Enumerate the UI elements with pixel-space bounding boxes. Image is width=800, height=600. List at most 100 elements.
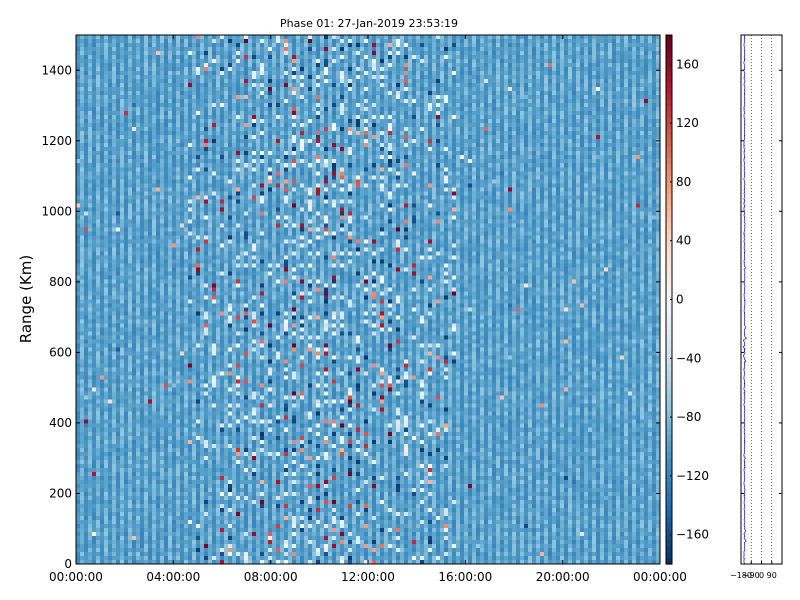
colorbar-tick-label: −40 <box>676 351 701 365</box>
colorbar-segment <box>666 522 672 530</box>
colorbar-segment <box>666 546 672 553</box>
colorbar-segment <box>666 199 672 207</box>
colorbar-segment <box>666 52 672 60</box>
profile-panel <box>741 34 782 565</box>
colorbar-tick-label: 160 <box>676 57 699 71</box>
colorbar-segment <box>666 152 672 160</box>
colorbar-segment <box>666 70 672 77</box>
colorbar-segment <box>666 40 672 48</box>
colorbar-segment <box>666 117 672 124</box>
x-tick-label: 00:00:00 <box>633 570 687 584</box>
colorbar-segment <box>666 123 672 130</box>
y-tick-label: 600 <box>49 345 72 359</box>
heatmap-cells <box>76 35 660 564</box>
colorbar-segment <box>666 381 672 389</box>
colorbar-segment <box>666 281 672 289</box>
colorbar-tick-label: 40 <box>676 234 691 248</box>
y-tick-label: 0 <box>64 557 72 571</box>
colorbar-segment <box>666 252 672 259</box>
colorbar-segment <box>666 487 672 495</box>
colorbar-tick-label: −120 <box>676 469 709 483</box>
colorbar-segment <box>666 411 672 418</box>
colorbar-segment <box>666 422 672 430</box>
heatmap-y-axis: 0 200 400 600 800 1000 1200 1400 <box>41 63 660 571</box>
profile-x-axis: −180−90 0 90 <box>730 561 777 580</box>
colorbar-segment <box>666 434 672 442</box>
colorbar-segment <box>666 364 672 371</box>
colorbar-segment <box>666 193 672 201</box>
colorbar-segment <box>666 270 672 277</box>
colorbar-segment <box>666 223 672 230</box>
colorbar-segment <box>666 205 672 212</box>
y-tick-label: 200 <box>49 486 72 500</box>
heatmap-image <box>76 35 660 564</box>
colorbar-segment <box>666 328 672 336</box>
colorbar-segment <box>666 452 672 459</box>
colorbar-segment <box>666 334 672 342</box>
colorbar-segment <box>666 99 672 107</box>
chart-title: Phase 01: 27-Jan-2019 23:53:19 <box>280 17 458 30</box>
colorbar-segment <box>666 46 672 54</box>
colorbar-segment <box>666 246 672 254</box>
colorbar-tick-label: −160 <box>676 528 709 542</box>
colorbar-segment <box>666 352 672 359</box>
x-tick-label: 08:00:00 <box>244 570 298 584</box>
colorbar-segment <box>666 446 672 453</box>
colorbar-segment <box>666 164 672 171</box>
colorbar-segment <box>666 134 672 142</box>
colorbar-segment <box>666 464 672 471</box>
colorbar-segment <box>666 534 672 542</box>
colorbar-segment <box>666 240 672 248</box>
y-tick-label: 1000 <box>41 204 72 218</box>
colorbar-segment <box>666 528 672 536</box>
colorbar <box>666 35 672 565</box>
colorbar-segment <box>666 87 672 95</box>
colorbar-segment <box>666 146 672 154</box>
colorbar-segment <box>666 58 672 65</box>
colorbar-segment <box>666 170 672 177</box>
colorbar-segment <box>666 405 672 412</box>
colorbar-segment <box>666 105 672 113</box>
colorbar-segment <box>666 140 672 148</box>
colorbar-segment <box>666 264 672 271</box>
colorbar-segment <box>666 35 672 42</box>
heatmap-x-axis: 00:00:00 04:00:00 08:00:00 12:00:00 16:00:00… <box>49 35 687 584</box>
colorbar-segment <box>666 387 672 395</box>
colorbar-segment <box>666 64 672 71</box>
y-axis-label: Range (Km) <box>17 255 35 343</box>
colorbar-segment <box>666 228 672 236</box>
y-tick-label: 1200 <box>41 134 72 148</box>
colorbar-segment <box>666 540 672 547</box>
colorbar-segment <box>666 428 672 436</box>
colorbar-segment <box>666 211 672 218</box>
colorbar-segment <box>666 293 672 301</box>
colorbar-segment <box>666 158 672 165</box>
colorbar-segment <box>666 76 672 83</box>
y-tick-label: 1400 <box>41 63 72 77</box>
colorbar-segment <box>666 317 672 324</box>
colorbar-segment <box>666 393 672 401</box>
colorbar-tick-label: 120 <box>676 116 699 130</box>
profile-x-tick-label: 0 <box>759 571 764 580</box>
y-tick-label: 800 <box>49 275 72 289</box>
colorbar-segment <box>666 558 672 565</box>
colorbar-segment <box>666 340 672 348</box>
x-tick-label: 12:00:00 <box>341 570 395 584</box>
colorbar-segment <box>666 275 672 283</box>
colorbar-segment <box>666 469 672 477</box>
colorbar-segment <box>666 234 672 242</box>
colorbar-segment <box>666 181 672 189</box>
colorbar-segment <box>666 217 672 224</box>
colorbar-segment <box>666 258 672 265</box>
colorbar-tick-label: 80 <box>676 175 691 189</box>
colorbar-segment <box>666 93 672 101</box>
x-tick-label: 00:00:00 <box>49 570 103 584</box>
colorbar-segment <box>666 481 672 489</box>
colorbar-segment <box>666 475 672 483</box>
colorbar-segment <box>666 511 672 518</box>
colorbar-ticks: 160 120 80 40 0 −40 −80 −120 −160 <box>670 57 709 542</box>
colorbar-segment <box>666 499 672 506</box>
colorbar-segment <box>666 370 672 377</box>
colorbar-segment <box>666 440 672 448</box>
